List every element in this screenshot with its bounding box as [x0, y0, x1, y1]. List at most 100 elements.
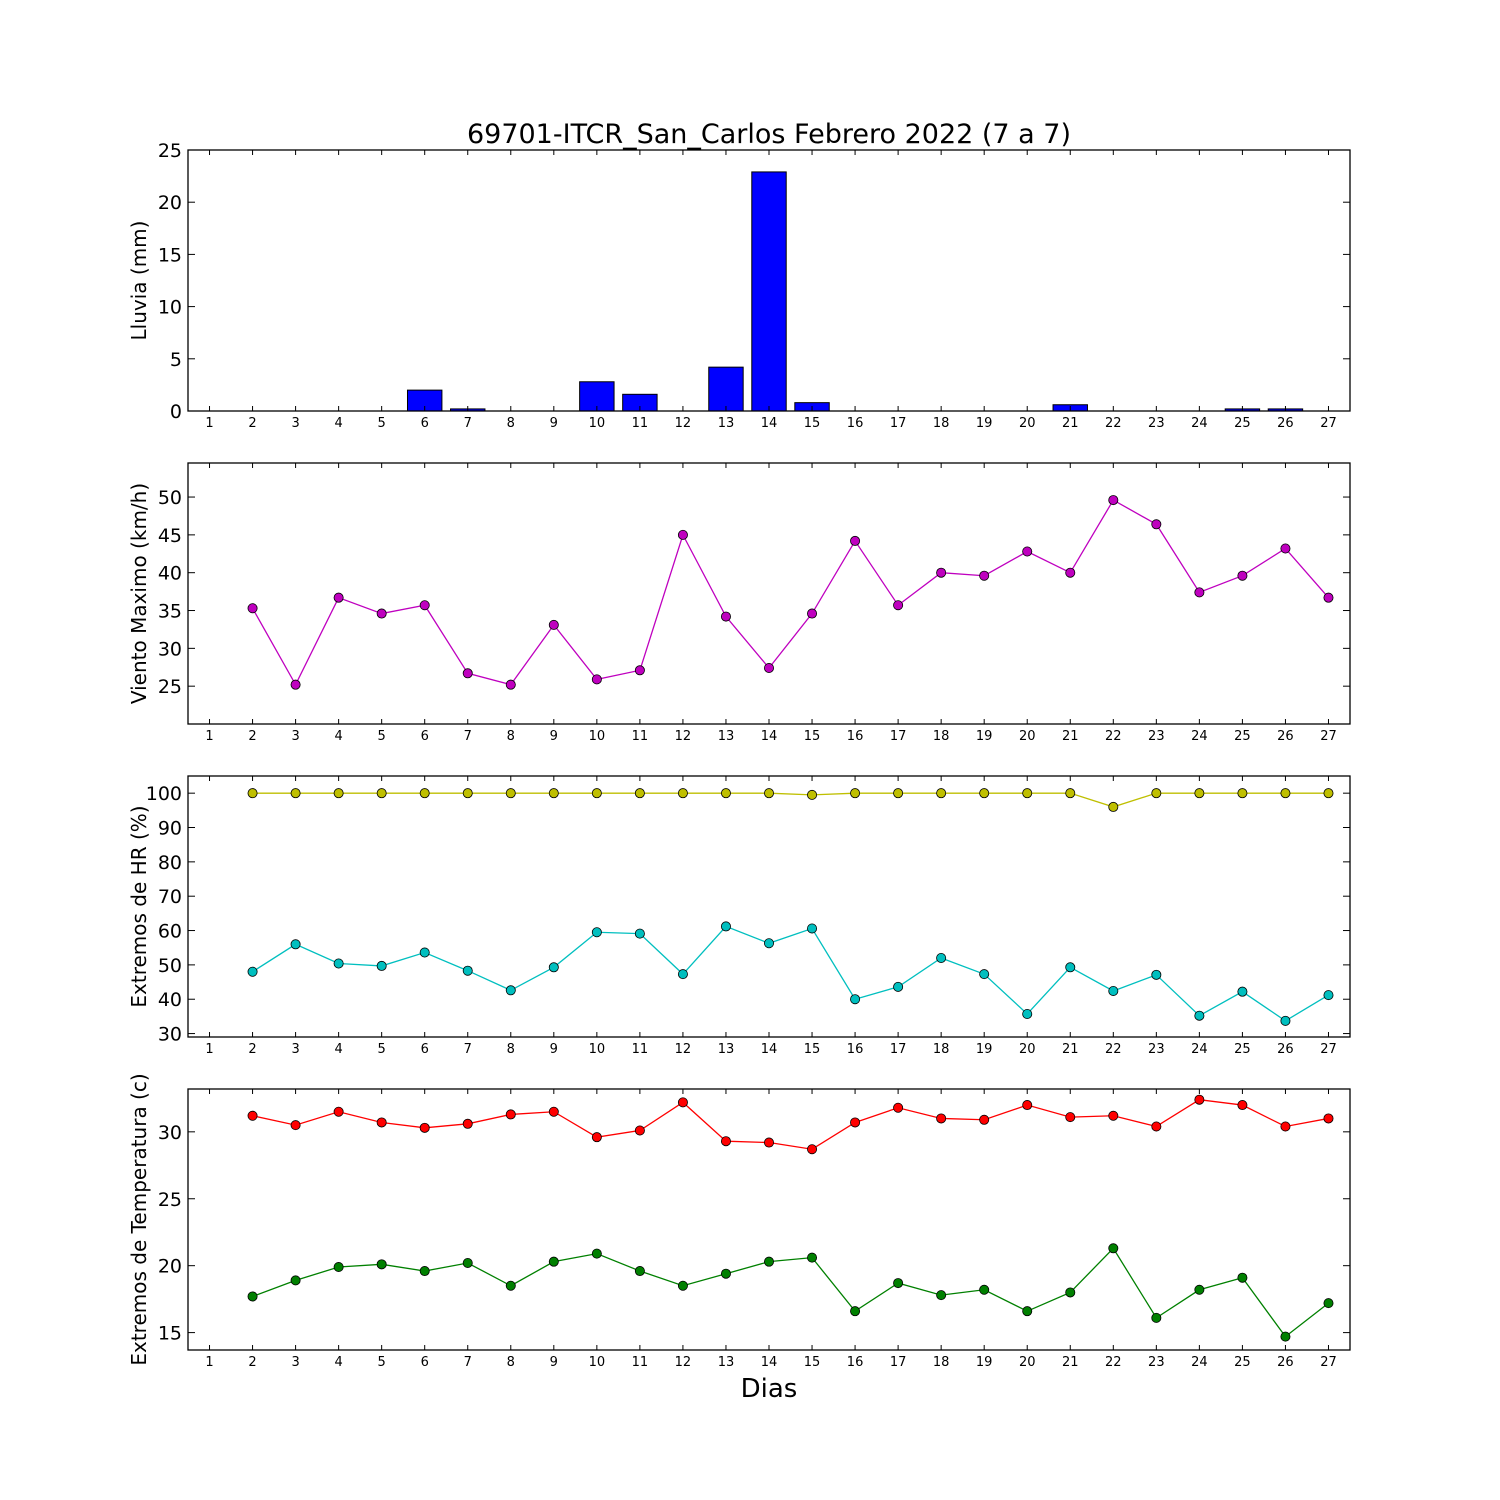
point-s2-day-27: [1323, 990, 1334, 1001]
x-tick-label: 6: [421, 1042, 429, 1057]
x-tick-label: 1: [205, 729, 213, 744]
x-tick-label: 5: [378, 729, 386, 744]
point-s1-day-2: [247, 1110, 258, 1121]
point-s2-day-25: [1237, 1272, 1248, 1283]
point-s1-day-12: [677, 788, 688, 799]
x-tick-label: 3: [291, 729, 299, 744]
x-tick-label: 22: [1105, 1355, 1122, 1370]
point-s1-day-5: [376, 608, 387, 619]
x-tick-label: 26: [1277, 1042, 1294, 1057]
point-s1-day-10: [591, 674, 602, 685]
panel-2: 1 2 3 4 5 6 7 8 9 10 11 12 13 14 15 16 17 18 19 20 21 22 23 24 2…: [127, 462, 1351, 744]
point-s2-day-16: [850, 1306, 861, 1317]
point-s2-day-16: [850, 994, 861, 1005]
point-s2-day-13: [720, 1268, 731, 1279]
point-s2-day-5: [376, 1259, 387, 1270]
x-tick-label: 12: [675, 1042, 692, 1057]
y-tick-label: 15: [158, 244, 182, 266]
point-s1-day-8: [505, 1109, 516, 1120]
y-tick-label: 45: [158, 525, 182, 547]
point-s2-day-12: [677, 969, 688, 980]
x-tick-label: 24: [1191, 1355, 1208, 1370]
series-line-1: [251, 499, 1329, 687]
point-s1-day-19: [979, 1114, 990, 1125]
x-tick-label: 13: [718, 1042, 735, 1057]
point-s2-day-15: [807, 1252, 818, 1263]
x-tick-label: 19: [976, 729, 993, 744]
point-s2-day-9: [548, 962, 559, 973]
x-tick-label: 18: [933, 1355, 950, 1370]
x-tick-label: 14: [761, 416, 778, 431]
point-s1-day-10: [591, 1132, 602, 1143]
x-tick-label: 8: [507, 1042, 515, 1057]
x-tick-label: 27: [1320, 416, 1337, 431]
point-s1-day-22: [1108, 495, 1119, 506]
x-tick-label: 17: [890, 729, 907, 744]
point-s1-day-12: [677, 529, 688, 540]
panel-1: 1 2 3 4 5 6 7 8 9 10 11 12 13 14 15 16 17 18 19 20 21 22 23 24 2…: [127, 140, 1351, 431]
point-s1-day-22: [1108, 1110, 1119, 1121]
y-tick-label: 50: [158, 955, 182, 977]
x-tick-label: 14: [761, 729, 778, 744]
y-tick-label: 90: [158, 818, 182, 840]
x-tick-label: 13: [718, 416, 735, 431]
point-s1-day-17: [893, 600, 904, 611]
x-tick-label: 10: [589, 416, 606, 431]
y-axis-label: Extremos de HR (%): [127, 805, 151, 1007]
y-tick-label: 0: [170, 401, 182, 423]
x-tick-label: 7: [464, 729, 472, 744]
point-s2-day-6: [419, 1266, 430, 1277]
y-tick-label: 30: [158, 638, 182, 660]
point-s2-day-24: [1194, 1010, 1205, 1021]
point-s1-day-15: [807, 1144, 818, 1155]
point-s2-day-17: [893, 1278, 904, 1289]
point-s1-day-8: [505, 788, 516, 799]
point-s1-day-20: [1022, 546, 1033, 557]
y-axis-label: Extremos de Temperatura (c): [127, 1073, 151, 1365]
x-tick-label: 19: [976, 1042, 993, 1057]
point-s1-day-11: [634, 665, 645, 676]
point-s1-day-25: [1237, 788, 1248, 799]
x-tick-label: 8: [507, 1355, 515, 1370]
x-tick-label: 9: [550, 416, 558, 431]
bar-day-14: [751, 171, 787, 412]
panel-3: 1 2 3 4 5 6 7 8 9 10 11 12 13 14 15 16 17 18 19 20 21 22 23 24 2…: [127, 775, 1351, 1057]
point-s2-day-2: [247, 1291, 258, 1302]
y-tick-label: 35: [158, 601, 182, 623]
point-s1-day-8: [505, 679, 516, 690]
x-tick-label: 18: [933, 729, 950, 744]
x-tick-label: 7: [464, 416, 472, 431]
x-tick-label: 20: [1019, 1355, 1036, 1370]
point-s1-day-6: [419, 788, 430, 799]
x-tick-label: 27: [1320, 1355, 1337, 1370]
point-s2-day-14: [764, 938, 775, 949]
x-tick-label: 9: [550, 1355, 558, 1370]
x-tick-label: 20: [1019, 416, 1036, 431]
x-tick-label: 1: [205, 1355, 213, 1370]
point-s1-day-27: [1323, 1113, 1334, 1124]
x-tick-label: 25: [1234, 729, 1251, 744]
y-tick-label: 50: [158, 487, 182, 509]
x-tick-label: 15: [804, 1042, 821, 1057]
point-s2-day-22: [1108, 1243, 1119, 1254]
y-tick-label: 25: [158, 140, 182, 162]
point-s2-day-19: [979, 969, 990, 980]
x-tick-label: 7: [464, 1042, 472, 1057]
y-tick-label: 10: [158, 297, 182, 319]
y-tick-label: 60: [158, 921, 182, 943]
x-tick-label: 23: [1148, 729, 1165, 744]
x-tick-label: 11: [632, 416, 649, 431]
point-s2-day-19: [979, 1284, 990, 1295]
x-tick-label: 14: [761, 1355, 778, 1370]
x-tick-label: 15: [804, 729, 821, 744]
x-tick-label: 6: [421, 729, 429, 744]
y-tick-label: 100: [146, 783, 182, 805]
x-tick-label: 27: [1320, 729, 1337, 744]
point-s1-day-16: [850, 1117, 861, 1128]
point-s2-day-22: [1108, 985, 1119, 996]
point-s1-day-26: [1280, 788, 1291, 799]
series-line-1: [252, 792, 1329, 808]
point-s1-day-4: [333, 1106, 344, 1117]
x-tick-label: 13: [718, 1355, 735, 1370]
point-s1-day-25: [1237, 570, 1248, 581]
